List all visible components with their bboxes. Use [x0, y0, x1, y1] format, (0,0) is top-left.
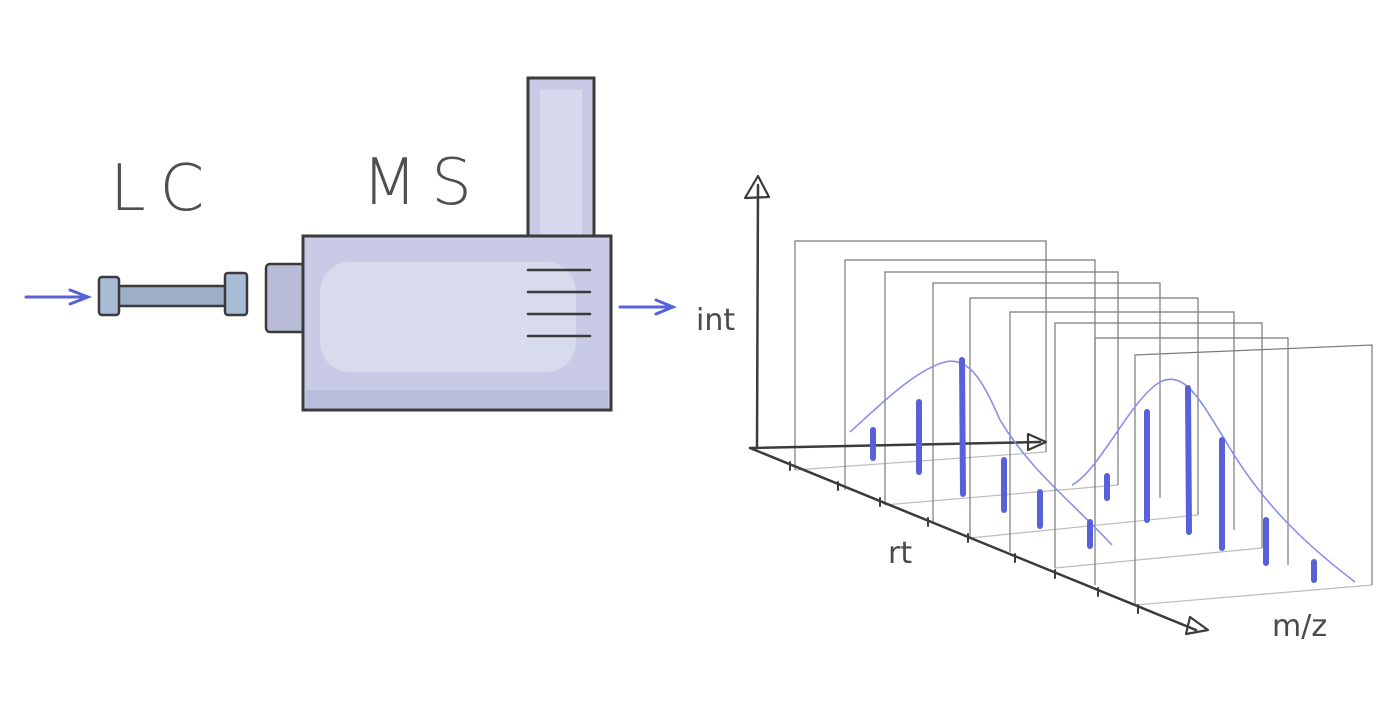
lc-column — [97, 271, 249, 317]
spectra-3d-plot: int rt m/z — [696, 174, 1373, 644]
ms-label: MS — [362, 146, 486, 220]
retention-axis-label: rt — [888, 536, 912, 571]
peak-group-1 — [870, 357, 1093, 549]
lc-label: LC — [110, 152, 218, 226]
inlet-arrow-icon — [24, 288, 93, 306]
peak-group-2 — [1104, 385, 1317, 583]
chromatogram-envelope-1 — [849, 360, 1113, 546]
spectrum-panels — [794, 240, 1373, 606]
outlet-arrow-icon — [618, 298, 677, 316]
ms-instrument — [264, 76, 613, 412]
intensity-axis-label: int — [696, 303, 735, 338]
mz-axis-label: m/z — [1272, 609, 1327, 644]
plot-axes — [743, 174, 1210, 636]
chromatogram-envelope-2 — [1071, 378, 1356, 583]
